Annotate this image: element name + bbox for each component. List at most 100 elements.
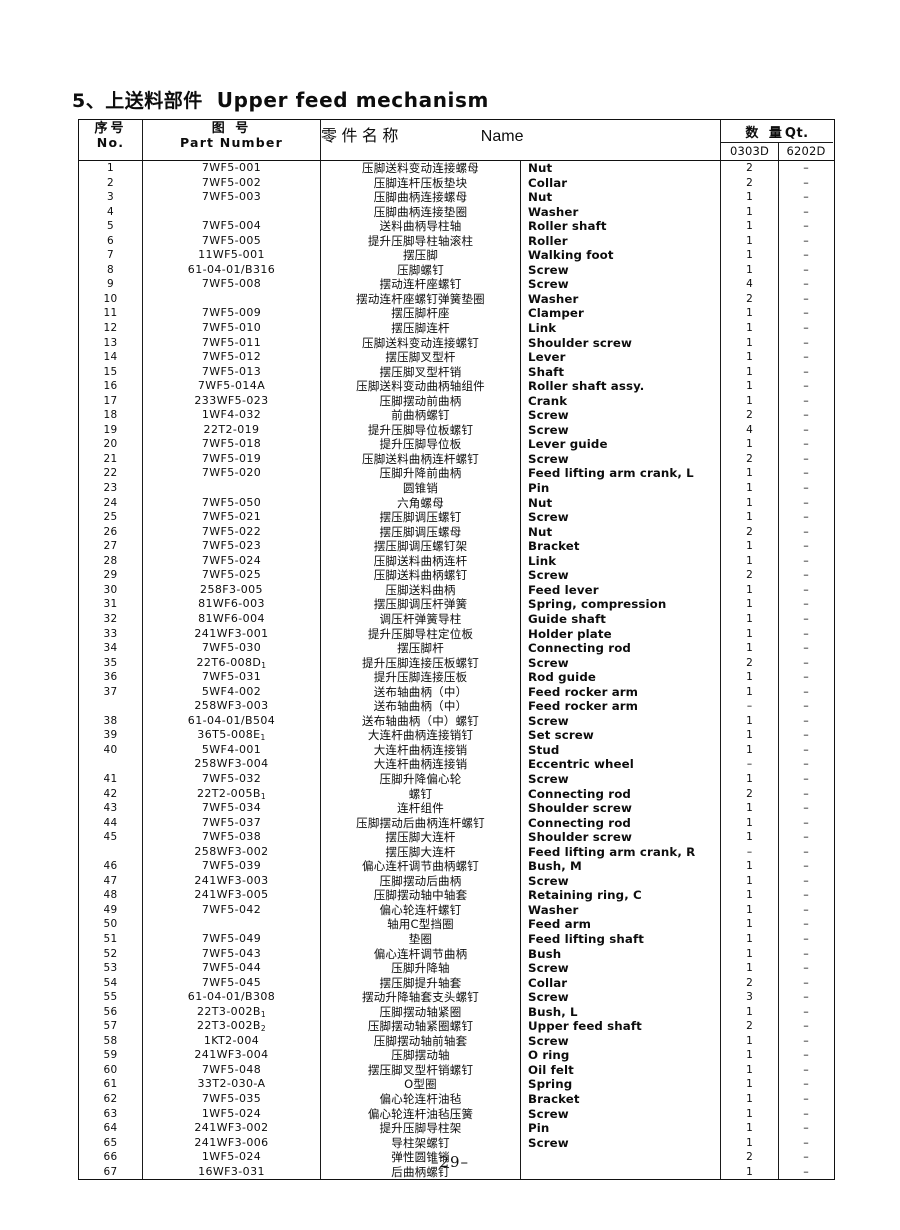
column-header-quantity: 数 量Qt. 0303D 6202D xyxy=(721,120,833,160)
cell-qty-6202d: – xyxy=(803,1004,809,1018)
cell-qty-6202d: – xyxy=(803,699,809,713)
cell-qty-0303d: 1 xyxy=(721,553,779,569)
cell-name-chinese: 摆压脚连杆 xyxy=(321,321,521,336)
cell-name-english: Roller xyxy=(521,233,721,249)
cell-no: 26 xyxy=(79,524,143,540)
cell-qty-6202d: – xyxy=(803,233,809,247)
cell-part-number: 7WF5-031 xyxy=(143,670,321,685)
cell-name-chinese: 偏心轮连杆油毡压簧 xyxy=(321,1106,521,1122)
cell-no: 13 xyxy=(79,335,143,351)
cell-qty-6202d: – xyxy=(803,451,809,465)
cell-qty-6202d: – xyxy=(803,1062,809,1076)
cell-no: 8 xyxy=(79,262,143,278)
table-row: 33 241WF3-001 提升压脚导柱定位板 Holder plate 1 – xyxy=(79,626,834,642)
cell-part-number: 7WF5-013 xyxy=(143,364,321,380)
cell-name-chinese: 压脚摆动后曲柄 xyxy=(321,873,521,889)
cell-no: 11 xyxy=(79,306,143,322)
cell-name-chinese: 送布轴曲柄（中） xyxy=(321,699,521,714)
cell-name-chinese: 压脚送料曲柄 xyxy=(321,582,521,598)
cell-part-number: 61-04-01/B316 xyxy=(143,262,321,278)
cell-qty-0303d: 2 xyxy=(721,975,779,991)
cell-qty-0303d: 1 xyxy=(721,1062,779,1078)
cell-part-number: 7WF5-014A xyxy=(143,379,321,394)
cell-name-chinese: 摆压脚 xyxy=(321,248,521,263)
table-row: 63 1WF5-024 偏心轮连杆油毡压簧 Screw 1 – xyxy=(79,1106,834,1122)
column-header-qty-6202d: 6202D xyxy=(786,144,826,158)
cell-name-english: Nut xyxy=(521,495,721,511)
cell-qty-6202d: – xyxy=(803,1150,809,1164)
cell-name-english: Collar xyxy=(521,175,721,191)
cell-no: 43 xyxy=(79,801,143,816)
table-row: 64 241WF3-002 提升压脚导柱架 Pin 1 – xyxy=(79,1121,834,1136)
cell-part-number: 7WF5-038 xyxy=(143,830,321,845)
cell-qty-0303d: 1 xyxy=(721,961,779,976)
cell-qty-0303d: 1 xyxy=(721,262,779,278)
cell-qty-0303d: 1 xyxy=(721,539,779,554)
cell-qty-0303d: 1 xyxy=(721,1092,779,1107)
cell-name-chinese: 压脚升降偏心轮 xyxy=(321,771,521,787)
cell-name-english: Feed lifting arm crank, L xyxy=(521,466,721,482)
cell-qty-0303d: 1 xyxy=(721,393,779,409)
cell-qty-0303d: 1 xyxy=(721,582,779,598)
cell-qty-6202d: – xyxy=(803,161,809,174)
cell-no: 24 xyxy=(79,495,143,511)
cell-no: 19 xyxy=(79,422,143,438)
cell-qty-6202d: – xyxy=(803,771,809,785)
table-row: 58 1KT2-004 压脚摆动轴前轴套 Screw 1 – xyxy=(79,1033,834,1049)
cell-name-chinese: 弹性圆锥销 xyxy=(321,1150,521,1165)
cell-name-english: Shoulder screw xyxy=(521,335,721,351)
cell-name-english: Link xyxy=(521,553,721,569)
table-row: 3 7WF5-003 压脚曲柄连接螺母 Nut 1 – xyxy=(79,190,834,205)
cell-no: 31 xyxy=(79,597,143,612)
cell-name-english: Clamper xyxy=(521,306,721,322)
cell-qty-6202d: – xyxy=(803,801,809,815)
cell-name-chinese: 提升压脚导位板螺钉 xyxy=(321,422,521,438)
cell-part-number: 7WF5-042 xyxy=(143,902,321,918)
cell-part-number: 241WF3-001 xyxy=(143,626,321,642)
cell-qty-0303d: 1 xyxy=(721,204,779,220)
cell-no: 49 xyxy=(79,902,143,918)
cell-name-english: Screw xyxy=(521,262,721,278)
cell-qty-6202d: – xyxy=(803,190,809,204)
cell-name-english: Bush xyxy=(521,946,721,962)
cell-part-number: 1WF4-032 xyxy=(143,408,321,423)
cell-part-number: 7WF5-003 xyxy=(143,190,321,205)
cell-qty-6202d: – xyxy=(803,510,809,524)
cell-name-chinese: 压脚摆动轴中轴套 xyxy=(321,888,521,903)
cell-name-chinese: 摆压脚调压杆弹簧 xyxy=(321,597,521,612)
cell-name-english: Feed lifting shaft xyxy=(521,931,721,947)
cell-qty-0303d: 1 xyxy=(721,684,779,700)
cell-qty-0303d: 1 xyxy=(721,437,779,452)
cell-part-number: 81WF6-004 xyxy=(143,611,321,627)
table-row: 36 7WF5-031 提升压脚连接压板 Rod guide 1 – xyxy=(79,670,834,685)
cell-qty-0303d: 2 xyxy=(721,655,779,671)
cell-qty-0303d: 2 xyxy=(721,568,779,583)
cell-qty-6202d: – xyxy=(803,975,809,989)
cell-name-english: Feed rocker arm xyxy=(521,684,721,700)
cell-no: 9 xyxy=(79,277,143,292)
cell-no: 63 xyxy=(79,1106,143,1122)
cell-part-number: 241WF3-006 xyxy=(143,1135,321,1151)
cell-part-number: 22T3-002B1 xyxy=(143,1004,321,1020)
table-row: 41 7WF5-032 压脚升降偏心轮 Screw 1 – xyxy=(79,771,834,787)
cell-name-chinese: 提升压脚导柱轴滚柱 xyxy=(321,233,521,249)
cell-name-chinese: 压脚摆动后曲柄连杆螺钉 xyxy=(321,815,521,831)
cell-name-chinese: 提升压脚导柱定位板 xyxy=(321,626,521,642)
cell-name-chinese: 压脚摆动轴前轴套 xyxy=(321,1033,521,1049)
column-header-quantity-chinese: 数 量 xyxy=(745,126,785,141)
table-row: 27 7WF5-023 摆压脚调压螺钉架 Bracket 1 – xyxy=(79,539,834,554)
cell-name-english xyxy=(521,1150,721,1165)
table-row: 52 7WF5-043 偏心连杆调节曲柄 Bush 1 – xyxy=(79,946,834,962)
cell-no: 48 xyxy=(79,888,143,903)
cell-part-number: 241WF3-005 xyxy=(143,888,321,903)
cell-name-chinese: 摆压脚叉型杆销 xyxy=(321,364,521,380)
cell-no: 25 xyxy=(79,510,143,525)
cell-name-english: Feed arm xyxy=(521,917,721,932)
table-row: 20 7WF5-018 提升压脚导位板 Lever guide 1 – xyxy=(79,437,834,452)
cell-qty-6202d: – xyxy=(803,931,809,945)
table-row: 37 5WF4-002 送布轴曲柄（中） Feed rocker arm 1 – xyxy=(79,684,834,700)
cell-no: 16 xyxy=(79,379,143,394)
cell-name-chinese: 提升压脚导位板 xyxy=(321,437,521,452)
cell-qty-6202d: – xyxy=(803,859,809,873)
cell-name-english: Screw xyxy=(521,873,721,889)
